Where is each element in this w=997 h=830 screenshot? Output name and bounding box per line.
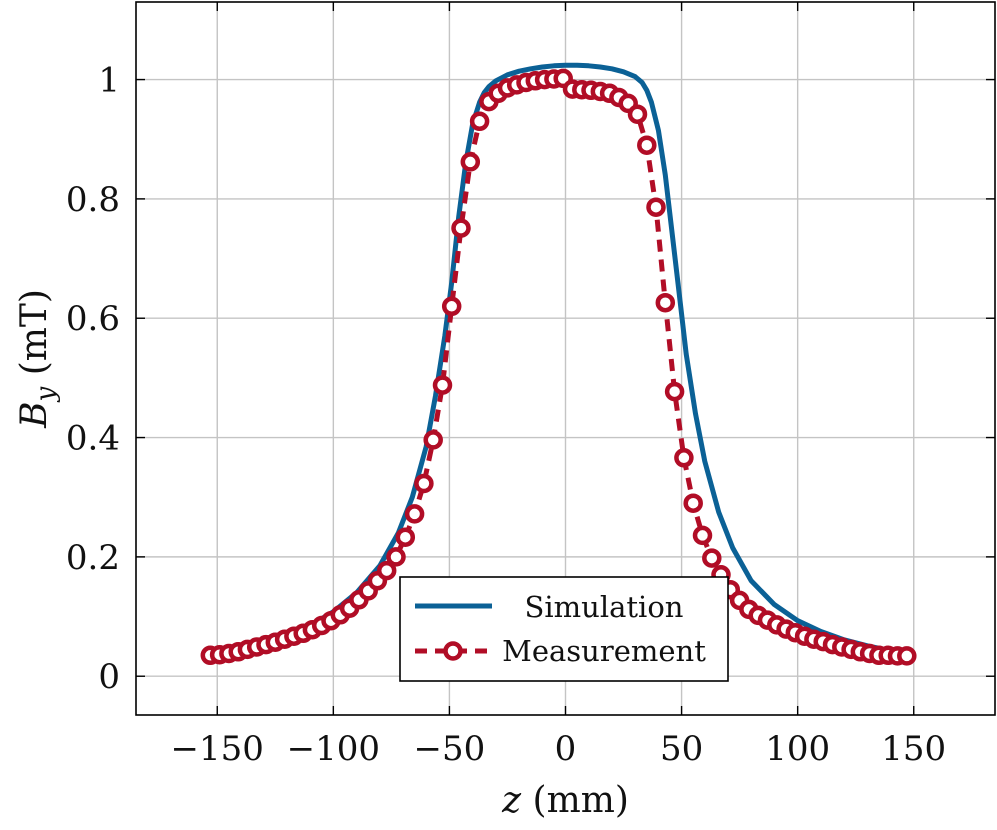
measurement-point <box>627 104 648 124</box>
measurement-point <box>637 135 657 155</box>
measurement-point <box>432 375 453 395</box>
y-tick-label: 0.4 <box>66 419 120 459</box>
y-tick-label: 1 <box>98 61 120 101</box>
measurement-point <box>386 547 406 567</box>
series-layer <box>200 62 917 666</box>
measurement-point <box>646 197 666 217</box>
x-tick-label: 100 <box>765 729 830 769</box>
x-tick-label: −150 <box>171 729 264 769</box>
measurement-point <box>683 493 703 513</box>
x-tick-label: 50 <box>660 729 703 769</box>
measurement-point <box>702 548 722 568</box>
measurement-line <box>210 75 907 659</box>
measurement-point <box>469 111 490 132</box>
y-tick-label: 0 <box>98 657 120 697</box>
simulation-line <box>207 62 912 658</box>
legend-measurement-label: Measurement <box>502 634 706 668</box>
measurement-point <box>451 218 471 238</box>
y-axis-variable: B <box>14 401 55 428</box>
legend-measurement-marker <box>443 641 463 661</box>
legend-box <box>399 576 729 682</box>
measurement-point <box>897 646 917 666</box>
measurement-point <box>664 381 685 402</box>
x-tick-label: −100 <box>287 729 380 769</box>
y-axis-subscript: y <box>31 386 61 402</box>
y-tick-label: 0.2 <box>66 538 120 578</box>
legend: Simulation Measurement <box>399 576 729 682</box>
y-axis-unit: (mT) <box>14 289 55 387</box>
x-tick-label: 0 <box>555 729 577 769</box>
x-axis-variable: z <box>501 780 522 821</box>
x-tick-label: 150 <box>881 729 946 769</box>
tick-labels: −150 −100 −50 0 50 100 150 0 0.2 0.4 0.6 0.8 1 <box>66 61 946 769</box>
measurement-point <box>395 527 416 547</box>
measurement-point <box>404 504 425 524</box>
x-axis-label: z (mm) <box>501 780 629 821</box>
x-tick-label: −50 <box>414 729 486 769</box>
measurement-point <box>414 473 434 494</box>
ticks <box>136 2 995 715</box>
y-axis-label: By (mT) <box>14 289 61 429</box>
y-tick-label: 0.6 <box>66 299 120 339</box>
measurement-point <box>376 560 397 581</box>
measurement-point <box>655 292 676 313</box>
measurement-point <box>674 448 694 468</box>
measurement-point <box>460 152 481 172</box>
y-tick-label: 0.8 <box>66 180 120 220</box>
measurement-point <box>423 430 443 450</box>
measurement-point <box>692 525 713 546</box>
measurement-point <box>441 296 462 317</box>
x-axis-unit: (mm) <box>521 780 629 821</box>
legend-simulation-label: Simulation <box>525 590 684 624</box>
